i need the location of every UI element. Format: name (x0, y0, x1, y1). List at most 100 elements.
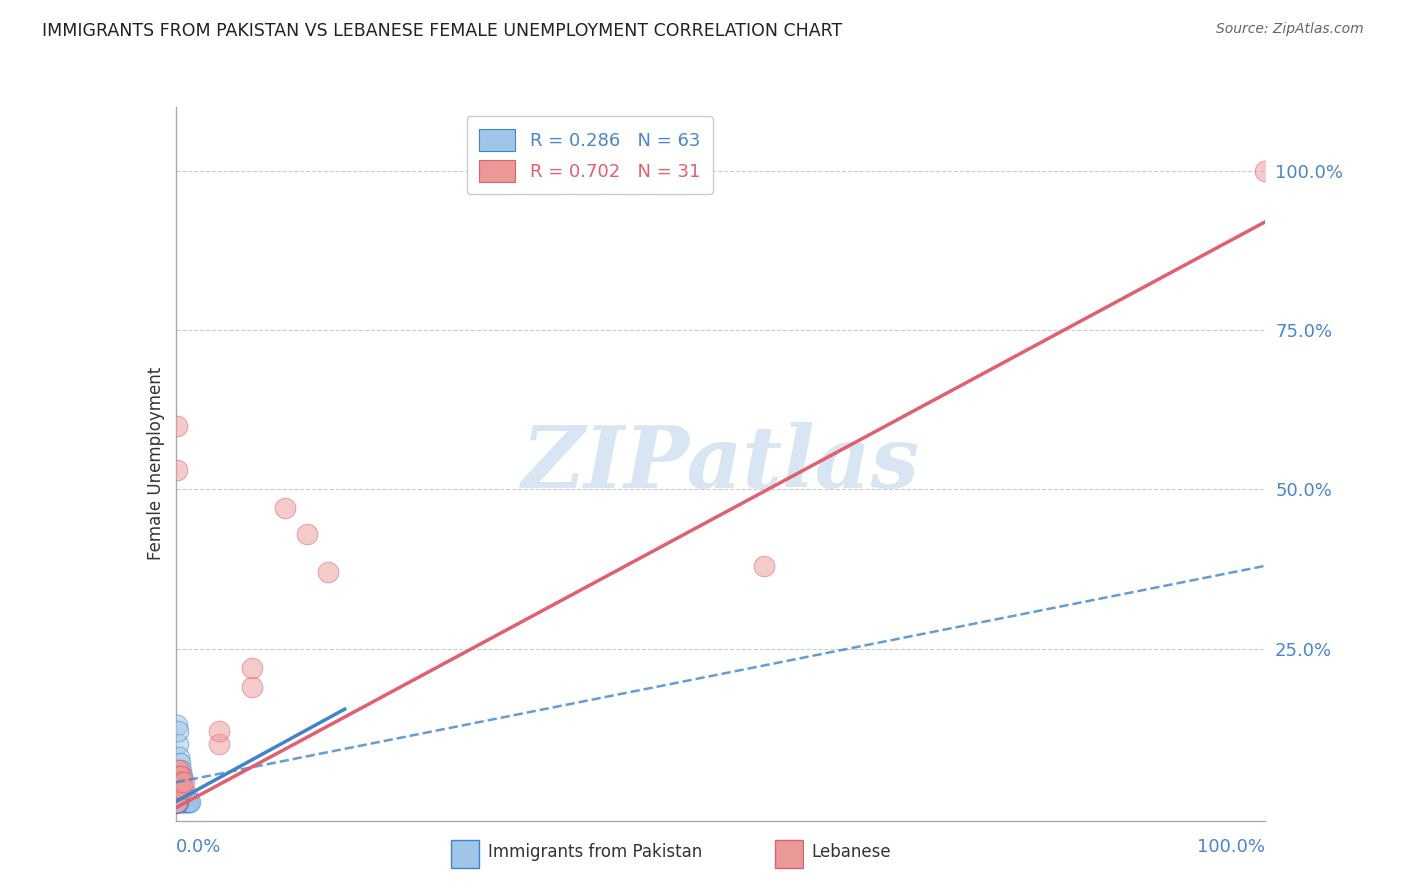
Point (167, 781, 190, 796)
Point (274, 501, 297, 516)
Point (169, 781, 191, 796)
Point (167, 763, 190, 777)
Point (166, 769, 188, 783)
Point (167, 775, 190, 789)
FancyBboxPatch shape (451, 840, 479, 868)
Point (166, 795, 188, 809)
Text: ZIPatlas: ZIPatlas (522, 422, 920, 506)
Point (166, 781, 188, 796)
Point (169, 769, 191, 783)
Point (170, 788, 193, 802)
Point (167, 788, 190, 802)
Point (177, 795, 200, 809)
FancyBboxPatch shape (775, 840, 803, 868)
Point (166, 795, 188, 809)
Point (240, 661, 263, 675)
Point (173, 788, 195, 802)
Point (167, 750, 190, 764)
Point (173, 795, 195, 809)
Point (166, 795, 188, 809)
Point (166, 775, 188, 789)
Point (166, 795, 188, 809)
Point (167, 788, 190, 802)
Point (170, 781, 193, 796)
Point (166, 795, 188, 809)
Text: Lebanese: Lebanese (811, 843, 891, 861)
Point (166, 788, 188, 802)
Point (167, 781, 190, 796)
Point (166, 795, 188, 809)
Point (170, 775, 193, 789)
Point (166, 795, 188, 809)
Point (172, 775, 194, 789)
Point (170, 763, 193, 777)
Point (169, 775, 191, 789)
Point (166, 769, 188, 783)
Point (166, 781, 188, 796)
Point (172, 769, 194, 783)
Point (166, 795, 188, 809)
Point (167, 769, 190, 783)
Point (174, 795, 197, 809)
Point (166, 795, 188, 809)
Point (1254, 163, 1277, 178)
Point (167, 737, 190, 751)
Point (167, 795, 190, 809)
Text: 100.0%: 100.0% (1198, 838, 1265, 856)
Point (754, 558, 776, 573)
Point (166, 795, 188, 809)
Point (169, 781, 191, 796)
Point (166, 795, 188, 809)
Text: Immigrants from Pakistan: Immigrants from Pakistan (488, 843, 702, 861)
Point (170, 769, 193, 783)
Point (167, 781, 190, 796)
Point (176, 795, 198, 809)
Point (166, 795, 188, 809)
Point (166, 418, 188, 433)
Point (166, 463, 188, 477)
Point (167, 775, 190, 789)
Point (167, 724, 190, 739)
Legend: R = 0.286   N = 63, R = 0.702   N = 31: R = 0.286 N = 63, R = 0.702 N = 31 (467, 116, 713, 194)
Y-axis label: Female Unemployment: Female Unemployment (146, 368, 165, 560)
Point (170, 781, 193, 796)
Point (167, 775, 190, 789)
Point (176, 788, 198, 802)
Point (170, 795, 193, 809)
Point (167, 788, 190, 802)
Point (177, 795, 200, 809)
Point (169, 756, 191, 771)
Point (169, 775, 191, 789)
Point (208, 737, 231, 751)
Point (166, 795, 188, 809)
Point (167, 795, 190, 809)
Point (166, 795, 188, 809)
Point (173, 775, 195, 789)
Point (167, 769, 190, 783)
Point (166, 718, 188, 732)
Point (179, 795, 201, 809)
Point (172, 781, 194, 796)
Point (167, 795, 190, 809)
Point (166, 795, 188, 809)
Point (167, 781, 190, 796)
Point (295, 527, 318, 541)
Point (166, 795, 188, 809)
Point (166, 795, 188, 809)
Point (166, 788, 188, 802)
Point (166, 795, 188, 809)
Point (169, 788, 191, 802)
Point (208, 724, 231, 739)
Point (169, 795, 191, 809)
Point (166, 788, 188, 802)
Point (167, 769, 190, 783)
Point (170, 775, 193, 789)
Text: IMMIGRANTS FROM PAKISTAN VS LEBANESE FEMALE UNEMPLOYMENT CORRELATION CHART: IMMIGRANTS FROM PAKISTAN VS LEBANESE FEM… (42, 22, 842, 40)
Point (172, 795, 194, 809)
Point (166, 795, 188, 809)
Point (166, 795, 188, 809)
Point (167, 775, 190, 789)
Point (172, 788, 194, 802)
Point (167, 763, 190, 777)
Point (240, 680, 263, 694)
